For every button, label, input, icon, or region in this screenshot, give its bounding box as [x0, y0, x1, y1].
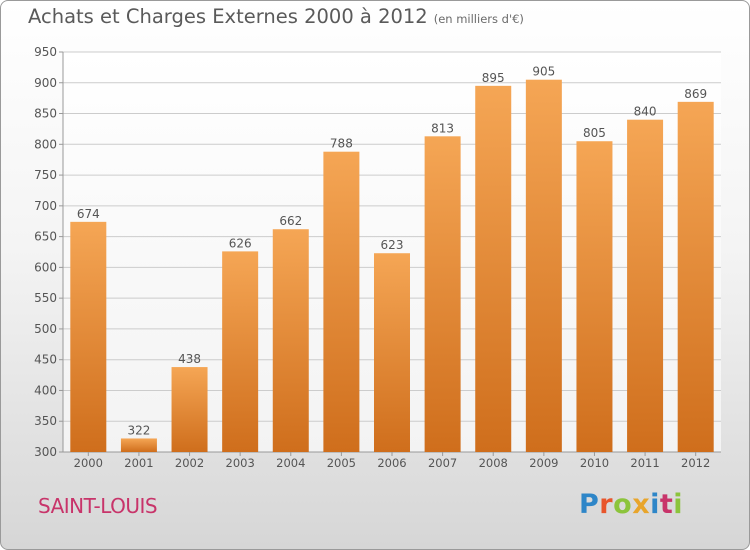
y-tick-label: 450	[34, 353, 57, 367]
data-label: 805	[583, 126, 606, 140]
y-tick-label: 350	[34, 414, 57, 428]
chart-title: Achats et Charges Externes 2000 à 2012 (e…	[28, 5, 524, 28]
data-label: 869	[684, 87, 707, 101]
bar	[171, 367, 208, 452]
bar	[374, 253, 410, 452]
y-tick-label: 500	[34, 322, 57, 336]
bar	[120, 438, 157, 452]
y-tick-label: 600	[34, 260, 57, 274]
y-tick-label: 900	[34, 76, 57, 90]
bar	[272, 229, 309, 452]
x-tick-label: 2010	[580, 456, 609, 470]
bar	[424, 136, 461, 453]
bar	[627, 119, 664, 452]
data-label: 895	[482, 71, 505, 85]
y-tick-label: 650	[34, 230, 57, 244]
chart-unit: (en milliers d'€)	[433, 12, 524, 26]
data-label: 438	[178, 352, 201, 366]
y-tick-label: 950	[34, 45, 57, 59]
x-tick-label: 2002	[175, 456, 204, 470]
x-tick-label: 2005	[327, 456, 356, 470]
bar	[475, 85, 512, 452]
chart-title-text: Achats et Charges Externes 2000 à 2012	[28, 5, 428, 28]
x-tick-label: 2012	[681, 456, 710, 470]
commune-name: SAINT-LOUIS	[38, 494, 158, 518]
x-tick-label: 2000	[74, 456, 103, 470]
x-tick-label: 2006	[377, 456, 406, 470]
y-tick-label: 400	[34, 383, 57, 397]
x-tick-label: 2008	[479, 456, 508, 470]
proxiti-logo: Proxiti	[579, 489, 684, 520]
x-tick-label: 2001	[124, 456, 153, 470]
data-label: 905	[532, 65, 555, 79]
data-label: 840	[634, 105, 657, 119]
y-tick-label: 550	[34, 291, 57, 305]
data-label: 626	[229, 236, 252, 250]
bar	[323, 151, 360, 452]
bar	[222, 251, 259, 452]
y-tick-label: 800	[34, 137, 57, 151]
data-label: 662	[279, 214, 302, 228]
bar	[525, 79, 562, 452]
data-label: 674	[77, 207, 100, 221]
x-tick-label: 2004	[276, 456, 305, 470]
bar	[677, 101, 714, 452]
x-tick-label: 2003	[226, 456, 255, 470]
x-tick-label: 2009	[529, 456, 558, 470]
y-tick-label: 750	[34, 168, 57, 182]
x-tick-label: 2007	[428, 456, 457, 470]
data-label: 322	[127, 423, 150, 437]
y-tick-label: 300	[34, 445, 57, 459]
data-label: 788	[330, 137, 353, 151]
x-tick-label: 2011	[630, 456, 659, 470]
bar	[576, 141, 613, 452]
data-label: 813	[431, 121, 454, 135]
y-tick-label: 700	[34, 199, 57, 213]
data-label: 623	[381, 238, 404, 252]
y-tick-label: 850	[34, 107, 57, 121]
bar	[70, 221, 107, 452]
